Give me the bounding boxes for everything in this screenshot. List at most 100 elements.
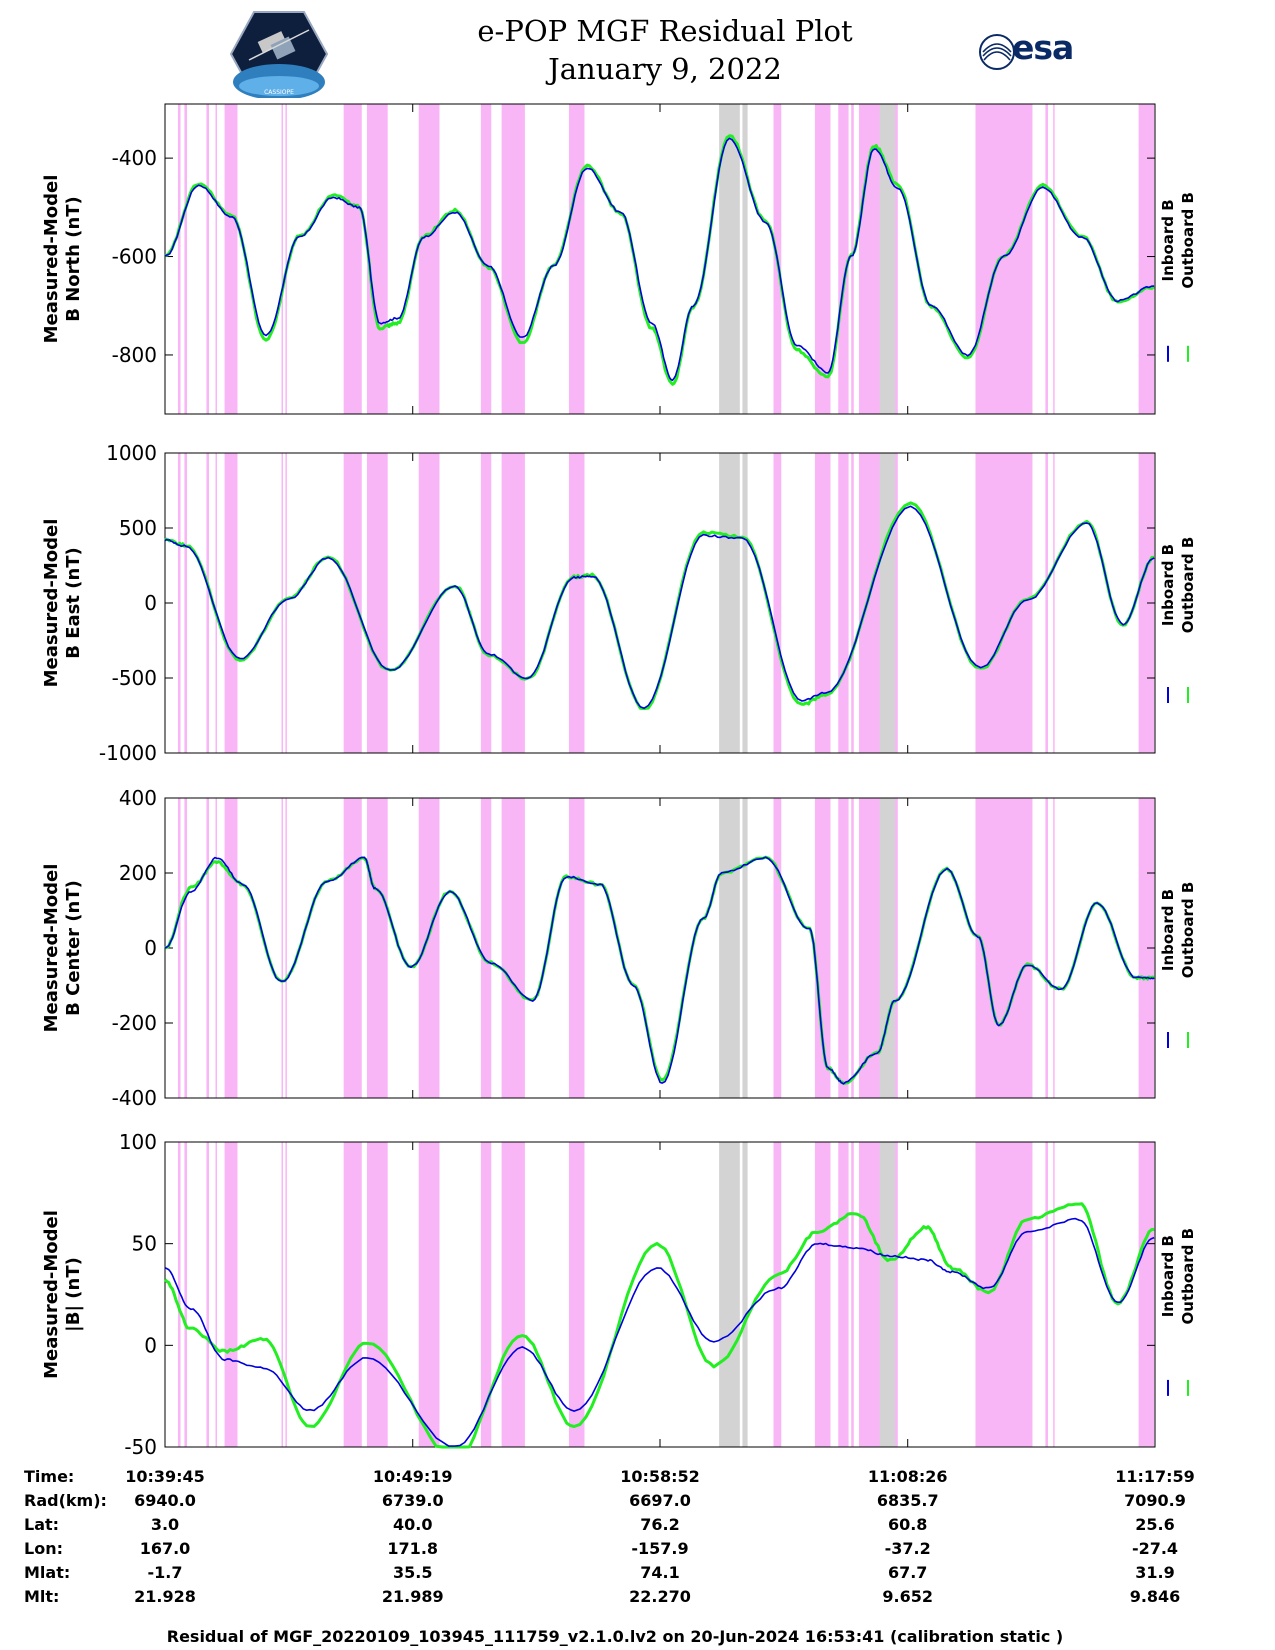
shade-pink [418,104,440,414]
shade-pink [1053,1142,1055,1447]
esa-logo-text: esa [1012,28,1074,67]
shade-pink [814,798,831,1098]
chart-title: e-POP MGF Residual Plot [477,14,853,48]
shade-pink [366,798,388,1098]
series-outboard-b [164,134,1155,386]
shade-pink [1045,798,1048,1098]
shade-pink [366,104,388,414]
shade-pink [773,453,782,753]
legend-inboard: Inboard B [1159,544,1177,626]
shade-pink [838,104,849,414]
y-tick-label: -200 [112,1011,157,1035]
shade-pink [184,1142,188,1447]
shade-pink [975,1142,1033,1447]
y-tick-label: -800 [112,343,157,367]
y-axis-label: B Center (nT) [63,880,84,1016]
shade-pink [568,104,585,414]
shade-gray [719,453,740,753]
shade-pink [1053,453,1055,753]
y-axis-label: |B| (nT) [63,1257,84,1332]
y-tick-label: 400 [119,786,157,810]
shade-pink [343,1142,362,1447]
shade-pink [1053,798,1055,1098]
shade-pink [838,1142,849,1447]
shade-pink [851,1142,854,1447]
shade-gray [879,453,896,753]
shade-pink [1138,1142,1155,1447]
legend-inboard: Inboard B [1159,199,1177,281]
y-tick-label: -1000 [99,741,157,765]
shade-pink [285,453,287,753]
y-tick-label: 100 [119,1130,157,1154]
shade-pink [184,104,188,414]
shade-pink [224,1142,238,1447]
shade-gray [879,104,896,414]
y-axis-label: Measured-Model [41,864,62,1033]
y-tick-label: 200 [119,861,157,885]
chart-date: January 9, 2022 [548,52,782,86]
series-outboard-b [163,1202,1155,1449]
legend-outboard: Outboard B [1179,537,1197,634]
panel-b-east: -1000 -500 0 500 1000 Measured-Model B East (n… [41,441,1197,765]
shade-pink [1045,1142,1048,1447]
cassiope-mission-logo: CASSIOPE [229,11,329,98]
shade-pink [773,798,782,1098]
shade-pink [501,104,525,414]
series-inboard-b [164,1217,1155,1447]
shade-pink [814,1142,831,1447]
shade-pink [501,798,525,1098]
shade-pink [773,1142,782,1447]
shade-gray [879,798,896,1098]
shade-gray [742,1142,748,1447]
shade-pink [281,1142,284,1447]
shade-gray [879,1142,896,1447]
series-inboard-b [164,137,1155,382]
shade-pink [480,104,492,414]
shade-pink [838,798,849,1098]
shade-gray [742,453,748,753]
shade-pink [285,798,287,1098]
shade-pink [975,104,1033,414]
y-tick-label: 0 [144,1333,157,1357]
shade-pink [1138,104,1155,414]
shade-pink [480,1142,492,1447]
y-tick-label: 500 [119,516,157,540]
y-axis-label: B North (nT) [63,196,84,322]
shade-pink [281,104,284,414]
y-axis-label: Measured-Model [41,1210,62,1379]
shade-pink [366,1142,388,1447]
y-tick-label: -500 [112,666,157,690]
legend-outboard: Outboard B [1179,882,1197,979]
shade-pink [285,1142,287,1447]
shade-pink [975,798,1033,1098]
y-axis-label: Measured-Model [41,175,62,344]
shade-pink [418,453,440,753]
shade-pink [1053,104,1055,414]
y-tick-label: -50 [124,1435,157,1459]
shade-pink [215,104,217,414]
shade-gray [719,798,740,1098]
shade-pink [418,1142,440,1447]
shade-pink [343,104,362,414]
shade-gray [719,1142,740,1447]
shade-pink [215,1142,217,1447]
series-inboard-b [164,856,1155,1085]
shade-pink [224,453,238,753]
shade-pink [851,798,854,1098]
shade-pink [206,798,210,1098]
y-tick-label: -400 [112,1086,157,1110]
shade-pink [184,798,188,1098]
y-tick-label: -600 [112,245,157,269]
shade-pink [480,453,492,753]
shade-pink [851,104,854,414]
shade-gray [742,104,748,414]
shade-pink [177,1142,181,1447]
shade-pink [975,453,1033,753]
shade-pink [418,798,440,1098]
shade-pink [343,453,362,753]
y-tick-label: 50 [132,1232,157,1256]
shade-pink [215,453,217,753]
footer-caption: Residual of MGF_20220109_103945_111759_v… [166,1627,1064,1646]
shade-pink [568,1142,585,1447]
